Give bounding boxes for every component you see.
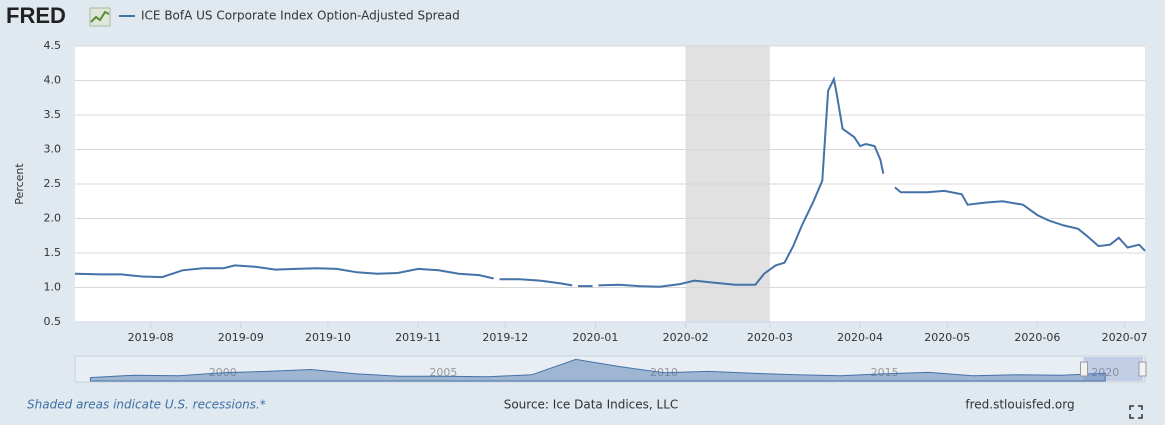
x-tick-label: 2020-07 [1102,331,1148,344]
x-tick-label: 2020-04 [837,331,883,344]
y-tick-label: 2.5 [44,177,62,190]
footnote[interactable]: Shaded areas indicate U.S. recessions.* [27,398,266,412]
y-tick-label: 1.5 [44,246,62,259]
navigator-tick-label: 2020 [1091,366,1119,379]
y-tick-label: 0.5 [44,315,62,328]
site[interactable]: fred.stlouisfed.org [965,398,1074,412]
y-tick-label: 1.0 [44,281,62,294]
y-tick-label: 3.5 [44,108,62,121]
y-tick-label: 2.0 [44,212,62,225]
x-tick-label: 2020-02 [663,331,709,344]
x-tick-label: 2020-03 [747,331,793,344]
navigator-handle[interactable] [1138,361,1147,377]
navigator-window [1083,357,1143,381]
navigator-area [89,358,1106,382]
y-tick-label: 3.0 [44,143,62,156]
fullscreen-icon[interactable] [1129,405,1143,419]
x-tick-label: 2019-11 [395,331,441,344]
x-tick-label: 2019-12 [482,331,528,344]
logo-icon [89,7,111,27]
y-axis-label: Percent [13,163,26,205]
x-tick-label: 2019-08 [128,331,174,344]
x-tick-label: 2019-10 [305,331,351,344]
x-tick-label: 2019-09 [218,331,264,344]
y-tick-label: 4.0 [44,74,62,87]
navigator-handle[interactable] [1080,361,1089,377]
x-tick-label: 2020-01 [572,331,618,344]
logo: FRED [6,3,66,28]
data-line [74,75,1146,288]
legend-entry: ICE BofA US Corporate Index Option-Adjus… [141,9,460,23]
x-tick-label: 2020-05 [924,331,970,344]
x-tick-label: 2020-06 [1014,331,1060,344]
navigator-tick-label: 2015 [871,366,899,379]
y-tick-label: 4.5 [44,39,62,52]
navigator [74,355,1146,383]
source: Source: Ice Data Indices, LLC [504,398,679,412]
